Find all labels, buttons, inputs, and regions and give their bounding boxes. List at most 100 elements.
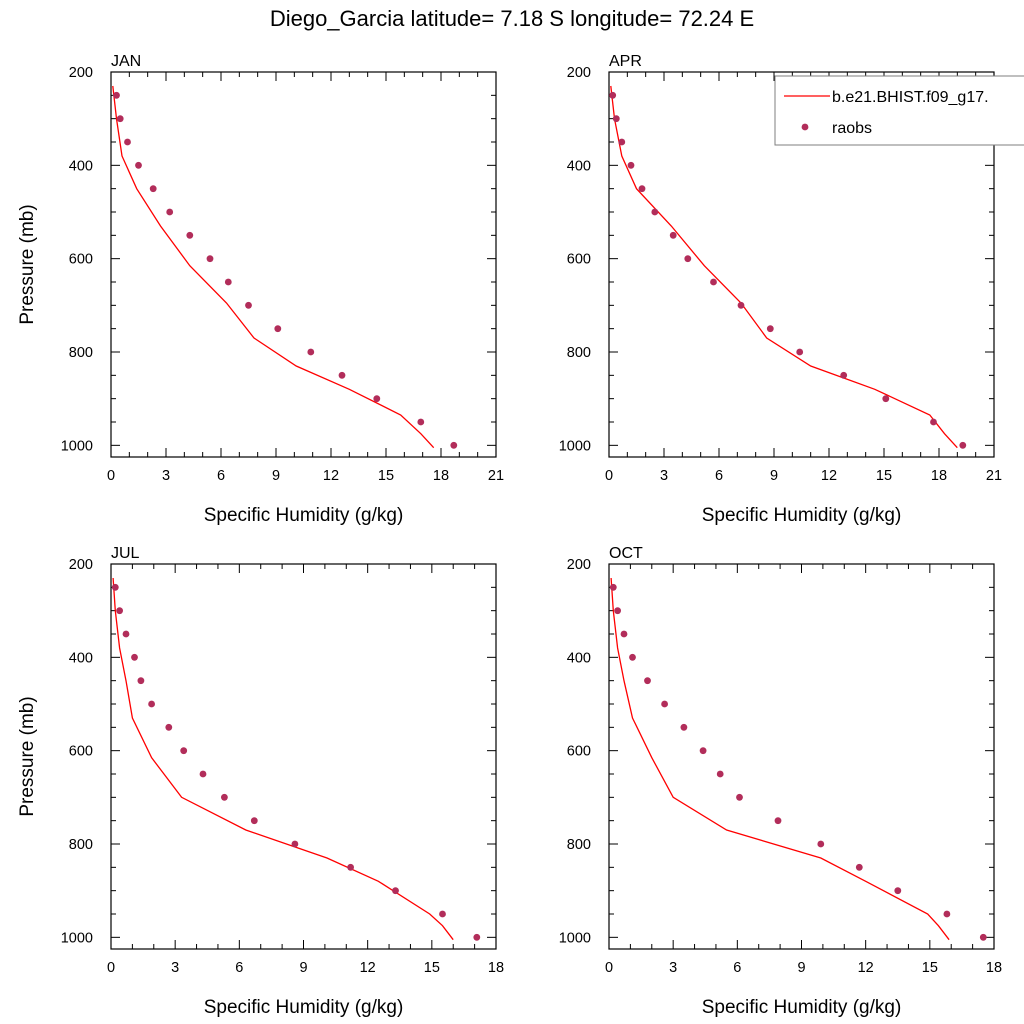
panel-jul-y-axis-label: Pressure (mb) — [17, 696, 38, 816]
panel-jan-y-tick-label: 600 — [69, 252, 93, 268]
panel-oct-y-tick-label: 600 — [567, 744, 591, 760]
panel-jan-raobs-point — [149, 185, 157, 193]
panel-oct-raobs-point — [894, 887, 902, 895]
panel-jul-raobs-point — [221, 793, 228, 801]
panel-jan-x-tick-label: 18 — [433, 468, 449, 484]
panel-apr-raobs-point — [684, 255, 692, 263]
panel-jan-x-tick-label: 6 — [217, 468, 225, 484]
panel-apr-y-tick-label: 1000 — [559, 438, 591, 454]
panel-jul-raobs-point — [122, 630, 130, 638]
panel-apr-x-tick-label: 9 — [770, 468, 778, 484]
panel-oct-title: OCT — [609, 545, 643, 562]
panel-apr-raobs-point — [710, 278, 717, 286]
panel-jul-x-tick-label: 0 — [107, 960, 115, 976]
panel-jan-raobs-point — [307, 348, 315, 356]
panel-jan-raobs-point — [450, 441, 458, 449]
panel-jan-raobs-point — [417, 418, 425, 426]
legend-box — [774, 75, 1024, 146]
panel-jul-x-tick-label: 15 — [424, 960, 440, 976]
panel-apr-raobs-point — [882, 395, 890, 403]
panel-jul-raobs-point — [111, 583, 119, 591]
panel-oct-y-tick-label: 400 — [567, 650, 591, 666]
panel-oct-raobs-point — [609, 583, 617, 591]
panel-oct-raobs-point — [774, 817, 782, 825]
panel-apr-frame — [608, 71, 995, 458]
panel-jan-x-tick-label: 15 — [378, 468, 394, 484]
panel-jul-raobs-point — [199, 770, 207, 778]
panel-apr-x-tick-label: 0 — [605, 468, 613, 484]
panel-oct-raobs-point — [644, 677, 651, 685]
panel-jan-title: JAN — [111, 53, 141, 70]
panel-jan-raobs-point — [373, 395, 381, 403]
panel-apr-x-tick-label: 15 — [876, 468, 892, 484]
legend-obs-swatch — [801, 123, 809, 131]
panel-oct-raobs-point — [855, 863, 863, 871]
panel-jul-x-tick-label: 12 — [360, 960, 376, 976]
panel-apr-raobs-point — [669, 231, 677, 239]
panel-jul-y-tick-label: 1000 — [61, 930, 93, 946]
panel-apr-raobs-point — [930, 418, 937, 426]
panel-oct-raobs-point — [716, 770, 724, 778]
panel-oct-raobs-point — [699, 747, 707, 755]
panel-jul-raobs-point — [291, 840, 299, 848]
panel-oct-y-tick-label: 1000 — [559, 930, 591, 946]
panel-apr-y-tick-label: 200 — [567, 65, 591, 81]
panel-oct-raobs-point — [817, 840, 825, 848]
panel-apr-x-tick-label: 12 — [821, 468, 837, 484]
panel-jan-raobs-point — [124, 138, 131, 146]
panel-jul-title: JUL — [111, 545, 140, 562]
panel-jul-y-tick-label: 200 — [69, 557, 93, 573]
panel-jan-raobs-point — [186, 231, 194, 239]
panel-jan-raobs-point — [116, 115, 124, 123]
panel-apr-x-tick-label: 3 — [660, 468, 668, 484]
panel-oct-raobs-point — [620, 630, 628, 638]
panel-oct-x-tick-label: 12 — [858, 960, 874, 976]
panel-jan-y-tick-label: 200 — [69, 65, 93, 81]
panel-jul-y-tick-label: 600 — [69, 744, 93, 760]
panel-jan-raobs-point — [206, 255, 214, 263]
panel-jan-x-tick-label: 3 — [162, 468, 170, 484]
panel-apr-raobs-point — [618, 138, 626, 146]
panel-jan-raobs-point — [135, 161, 142, 169]
panel-jan-raobs-point — [274, 325, 282, 333]
panel-jan-x-tick-label: 21 — [488, 468, 504, 484]
panel-jul-y-tick-label: 800 — [69, 837, 93, 853]
panel-jul-raobs-point — [165, 723, 173, 731]
panel-jul-raobs-point — [392, 887, 399, 895]
panel-jan-raobs-point — [338, 371, 346, 379]
panel-jan: JAN 0 3 6 9 12 15 18 21 200 400 600 800 1000 Specific … — [17, 53, 504, 526]
panel-jul-raobs-point — [131, 653, 138, 661]
panel-oct-raobs-point — [661, 700, 668, 708]
panel-jan-x-axis-label: Specific Humidity (g/kg) — [204, 505, 404, 526]
panel-jul-raobs-point — [116, 607, 123, 615]
panel-jul-y-tick-label: 400 — [69, 650, 93, 666]
panel-jan-model-line — [112, 85, 435, 449]
panel-apr-x-axis-label: Specific Humidity (g/kg) — [702, 505, 902, 526]
panel-jul-raobs-point — [347, 863, 354, 871]
panel-jan-y-axis-label: Pressure (mb) — [17, 204, 38, 324]
figure-title: Diego_Garcia latitude= 7.18 S longitude=… — [270, 6, 754, 31]
panel-oct-x-tick-label: 6 — [733, 960, 741, 976]
panel-jul-x-axis-label: Specific Humidity (g/kg) — [204, 997, 404, 1018]
panel-jul-x-tick-label: 18 — [488, 960, 504, 976]
panel-apr-raobs-point — [609, 91, 617, 99]
panel-oct-y-tick-label: 200 — [567, 557, 591, 573]
panel-oct-x-tick-label: 3 — [669, 960, 677, 976]
panel-oct-y-tick-label: 800 — [567, 837, 591, 853]
panel-jan-x-tick-label: 12 — [323, 468, 339, 484]
panel-apr-raobs-point — [959, 441, 967, 449]
panel-jan-raobs-point — [113, 91, 120, 99]
panel-jul-model-line — [112, 577, 454, 941]
panel-oct-model-line — [610, 577, 950, 941]
panel-apr-y-tick-label: 600 — [567, 252, 591, 268]
panel-oct: OCT 0 3 6 9 12 15 18 200 400 600 800 1000 Specific Hu… — [559, 545, 1002, 1018]
panel-jan-y-tick-label: 1000 — [61, 438, 93, 454]
panel-apr-x-tick-label: 6 — [715, 468, 723, 484]
panel-oct-raobs-point — [943, 910, 951, 918]
panel-apr-raobs-point — [840, 371, 848, 379]
panel-jul-raobs-point — [148, 700, 156, 708]
panel-jul-raobs-point — [250, 817, 258, 825]
panel-oct-x-tick-label: 0 — [605, 960, 613, 976]
panel-jan-frame — [110, 71, 497, 458]
